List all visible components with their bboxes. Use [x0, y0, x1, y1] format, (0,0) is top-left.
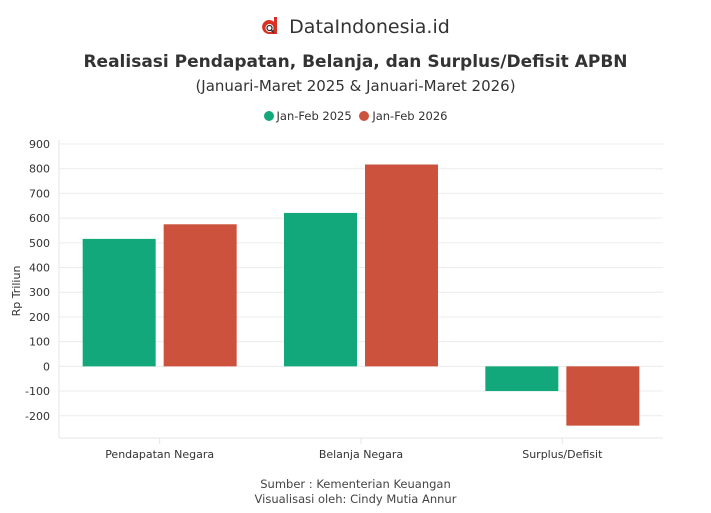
logo-icon — [262, 17, 278, 34]
x-tick-label: Surplus/Defisit — [522, 448, 603, 461]
y-tick-label: 0 — [43, 360, 50, 373]
y-tick-label: 200 — [29, 311, 50, 324]
brand-logo: DataIndonesia.id — [0, 16, 711, 38]
bar-2026 — [365, 164, 438, 367]
y-tick-label: 900 — [29, 138, 50, 151]
chart-subtitle: (Januari-Maret 2025 & Januari-Maret 2026… — [195, 77, 516, 95]
bar-2025 — [284, 212, 357, 367]
y-tick-label: 800 — [29, 163, 50, 176]
bar-2026 — [566, 366, 640, 426]
x-tick-label: Pendapatan Negara — [105, 448, 214, 461]
bar-2025 — [82, 238, 156, 367]
source-text: Sumber : Kementerian Keuangan — [260, 477, 451, 491]
legend-item-2026[interactable]: Jan-Feb 2026 — [359, 109, 448, 123]
bar-2025 — [485, 366, 559, 392]
source-note: Sumber : Kementerian Keuangan Visualisas… — [0, 477, 711, 507]
y-tick-label: 100 — [29, 336, 50, 349]
y-tick-label: -100 — [25, 385, 50, 398]
bar-chart: 900 800 700 600 500 400 300 200 100 0 -100 -200 Pend… — [10, 138, 663, 461]
brand-name: DataIndonesia.id — [289, 16, 450, 38]
y-tick-label: 400 — [29, 262, 50, 275]
legend-swatch — [263, 111, 274, 121]
x-tick-label: Belanja Negara — [319, 448, 403, 461]
y-tick-label: -200 — [25, 410, 50, 423]
y-axis-label: Rp Triliun — [10, 266, 23, 317]
legend-swatch — [359, 111, 370, 121]
y-tick-label: 600 — [29, 212, 50, 225]
legend-item-2025[interactable]: Jan-Feb 2025 — [263, 109, 352, 123]
y-tick-label: 500 — [29, 237, 50, 250]
legend-label: Jan-Feb 2026 — [372, 109, 448, 123]
bar-2026 — [163, 224, 237, 367]
y-tick-label: 300 — [29, 286, 50, 299]
y-tick-label: 700 — [29, 187, 50, 200]
chart-title: Realisasi Pendapatan, Belanja, dan Surpl… — [83, 52, 628, 72]
legend: Jan-Feb 2025 Jan-Feb 2026 — [0, 109, 711, 123]
credit-text: Visualisasi oleh: Cindy Mutia Annur — [254, 492, 457, 506]
legend-label: Jan-Feb 2025 — [276, 109, 352, 123]
